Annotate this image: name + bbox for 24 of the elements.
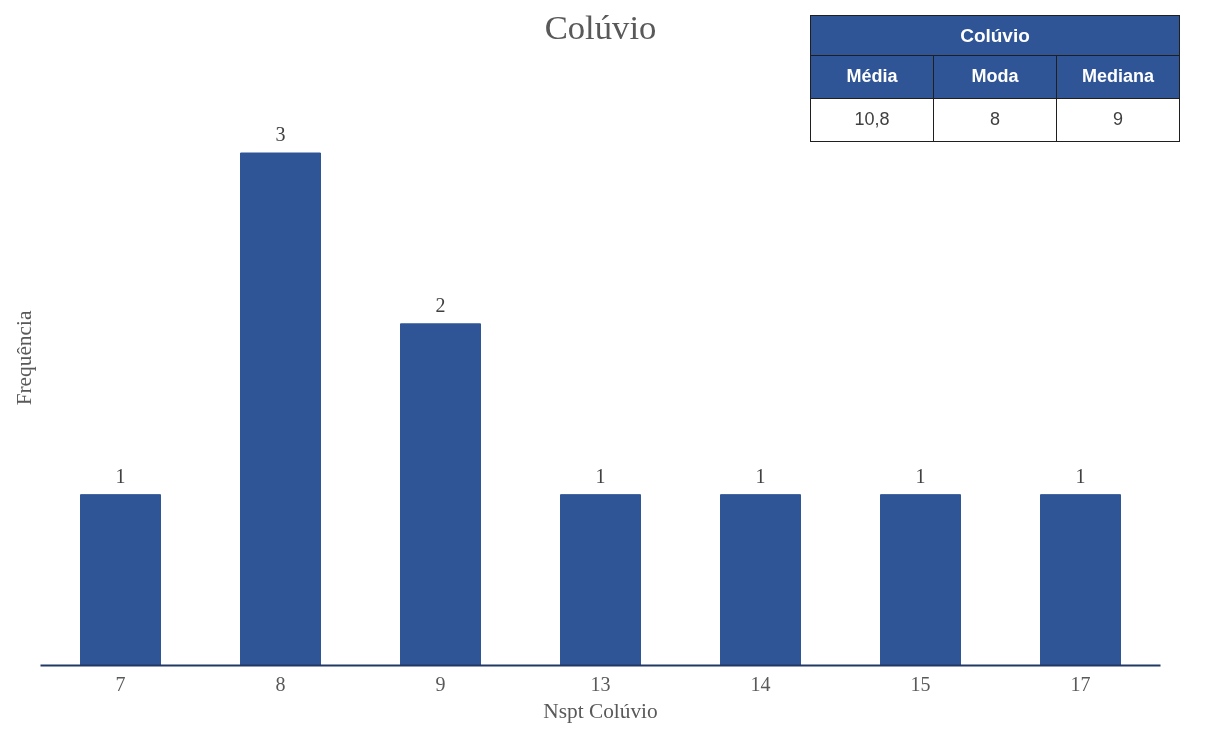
x-axis-title: Nspt Colúvio: [543, 698, 658, 723]
x-tick-label: 13: [590, 672, 611, 695]
x-tick-label: 17: [1070, 672, 1091, 695]
data-label: 1: [115, 464, 126, 487]
category-label: Média: [810, 55, 934, 99]
data-label: 1: [1075, 464, 1086, 487]
data-label: 1: [915, 464, 926, 487]
category-label: Mediana: [1056, 55, 1180, 99]
x-tick-label: 7: [115, 672, 126, 695]
y-axis-title: Frequência: [11, 310, 36, 406]
text: 9: [1112, 108, 1123, 129]
x-tick-label: 9: [435, 672, 446, 695]
chart-title: Colúvio: [544, 7, 657, 46]
x-tick-label: 14: [750, 672, 771, 695]
x-tick-label: 8: [275, 672, 286, 695]
data-label: 1: [755, 464, 766, 487]
x-tick-label: 15: [910, 672, 931, 695]
text: Colúvio: [810, 15, 1180, 56]
category-label: Moda: [933, 55, 1057, 99]
text: 10,8: [854, 108, 890, 129]
data-label: 1: [595, 464, 606, 487]
data-label: 2: [435, 293, 446, 316]
text: 8: [989, 108, 1000, 129]
data-label: 3: [275, 123, 286, 145]
